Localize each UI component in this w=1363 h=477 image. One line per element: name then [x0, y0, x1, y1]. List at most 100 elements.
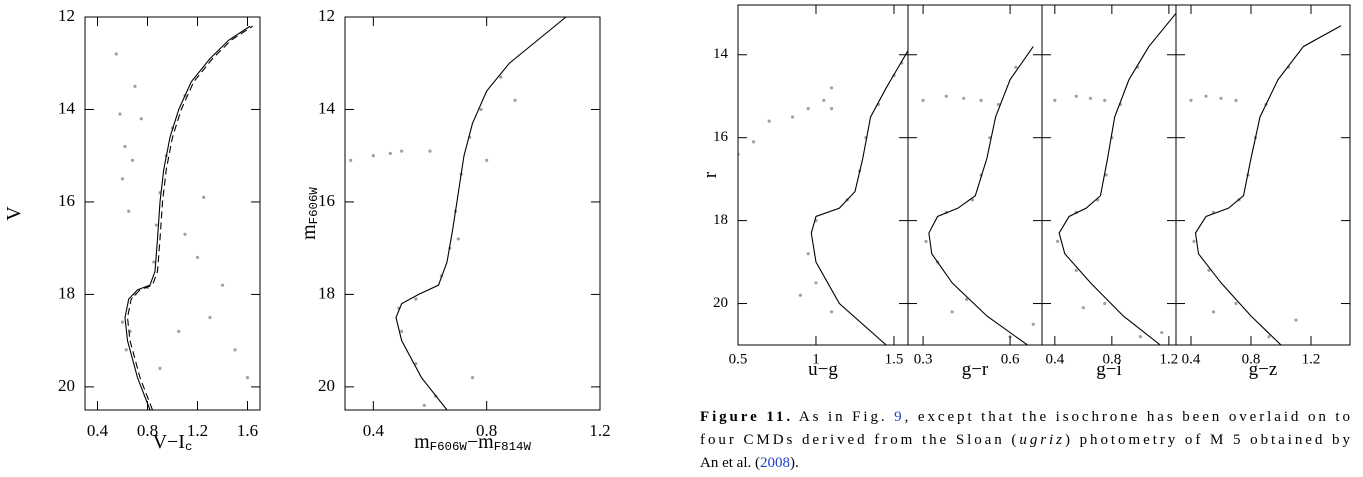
star-point — [133, 84, 137, 88]
star-point — [1160, 330, 1164, 335]
star-point — [400, 329, 404, 333]
star-point — [118, 112, 122, 116]
star-point — [1234, 301, 1238, 306]
axis-label: r — [700, 171, 721, 178]
x-tick-label: 0.4 — [1045, 351, 1064, 367]
star-point — [1088, 96, 1093, 100]
y-tick-label: 20 — [713, 295, 728, 311]
star-point — [1081, 306, 1085, 310]
x-tick-label: 1.2 — [1302, 351, 1321, 367]
axis-label-subscript: F606W — [307, 187, 321, 225]
axis-label-subscript: c — [185, 440, 192, 454]
axis-label: g−i — [1096, 359, 1122, 380]
star-point — [1056, 239, 1060, 243]
plot-area — [738, 50, 908, 345]
panel: 0.4 0.8 1.2 — [1175, 4, 1351, 367]
caption-line: four CMDs derived from the Sloan (ugriz)… — [700, 432, 1350, 448]
caption-text: ugriz — [1019, 432, 1062, 448]
axis-label: V−Ic — [153, 431, 193, 454]
y-tick-label: 18 — [318, 283, 335, 302]
star-point — [139, 117, 143, 121]
panel: 12 14 16 18 20 0.4 0.8 1.2 1.6 — [58, 6, 261, 440]
star-point — [806, 252, 810, 256]
star-point — [979, 98, 983, 102]
star-point — [470, 376, 475, 380]
axis-label-subscript: F814W — [494, 440, 532, 454]
star-point — [1103, 301, 1107, 306]
x-tick-label: 1.2 — [187, 421, 208, 440]
star-point — [1219, 96, 1223, 100]
star-point — [829, 107, 834, 111]
star-point — [924, 239, 928, 243]
x-tick-label: 0.8 — [1102, 351, 1121, 367]
star-point — [1103, 98, 1107, 102]
x-tick-label: 0.4 — [1182, 351, 1201, 367]
star-point — [1074, 268, 1078, 272]
axis-label-part: m — [298, 224, 320, 240]
caption-line: An et al. (2008). — [700, 455, 799, 471]
star-point — [124, 348, 128, 352]
isochrone — [928, 46, 1034, 345]
caption-text: Figure 11. — [700, 409, 790, 425]
star-point — [388, 151, 392, 155]
star-point — [1189, 98, 1193, 102]
x-tick-label: 1 — [812, 351, 820, 367]
caption: Figure 11. As in Fig. 9, except that the… — [700, 409, 1350, 471]
star-point — [921, 98, 925, 102]
caption-text: four CMDs derived from the Sloan ( — [700, 432, 1016, 448]
y-tick-label: 18 — [713, 212, 728, 228]
isochrone — [124, 25, 251, 410]
y-tick-label: 16 — [318, 191, 335, 210]
star-point — [1192, 239, 1196, 243]
axis-label-subscript: F606W — [430, 440, 468, 454]
frame — [907, 4, 1043, 346]
axis-label-part: m — [414, 431, 430, 453]
star-point — [790, 115, 795, 119]
star-point — [428, 149, 432, 153]
star-point — [964, 297, 969, 301]
axis-label: g−z — [1249, 359, 1278, 380]
axis-label-part: r — [700, 171, 721, 178]
isochrone — [1058, 12, 1176, 345]
y-tick-label: 12 — [58, 6, 75, 25]
x-tick-label: 0.8 — [476, 421, 497, 440]
frame — [1041, 4, 1177, 346]
x-tick-label: 0.6 — [1001, 351, 1020, 367]
caption-link[interactable]: 2008 — [760, 455, 790, 471]
isochrone — [395, 17, 567, 410]
y-tick-label: 20 — [58, 376, 75, 395]
star-point — [233, 348, 237, 352]
star-point — [1234, 98, 1238, 102]
star-point — [513, 98, 517, 102]
caption-link[interactable]: 9 — [894, 409, 902, 425]
star-point — [177, 329, 181, 333]
y-tick-label: 18 — [58, 283, 75, 302]
axis-label-part: g−i — [1096, 359, 1122, 380]
axis-label-part: V−I — [153, 431, 185, 453]
x-tick-label: 0.5 — [729, 351, 748, 367]
star-point — [456, 237, 460, 241]
star-point — [152, 260, 156, 264]
isochrone — [1194, 25, 1342, 345]
star-point — [195, 255, 200, 260]
axis-label: u−g — [808, 359, 838, 380]
y-tick-label: 14 — [58, 98, 76, 117]
x-tick-label: 0.4 — [363, 421, 385, 440]
star-point — [499, 75, 503, 79]
star-point — [485, 158, 489, 162]
x-tick-label: 0.3 — [914, 351, 933, 367]
panel: 12 14 16 18 20 0.4 0.8 1.2 — [318, 6, 611, 440]
star-point — [1138, 335, 1142, 339]
axis-label-part: V — [3, 206, 25, 221]
star-point — [158, 366, 162, 370]
axis-label: mF606W−mF814W — [414, 431, 531, 454]
star-point — [1204, 94, 1208, 98]
plot-area — [114, 25, 253, 410]
star-point — [127, 209, 131, 213]
caption-text: An et al. ( — [700, 455, 760, 471]
star-point — [1104, 173, 1108, 177]
star-point — [829, 86, 834, 90]
star-point — [950, 310, 954, 314]
axis-label-part: g−r — [962, 359, 989, 380]
